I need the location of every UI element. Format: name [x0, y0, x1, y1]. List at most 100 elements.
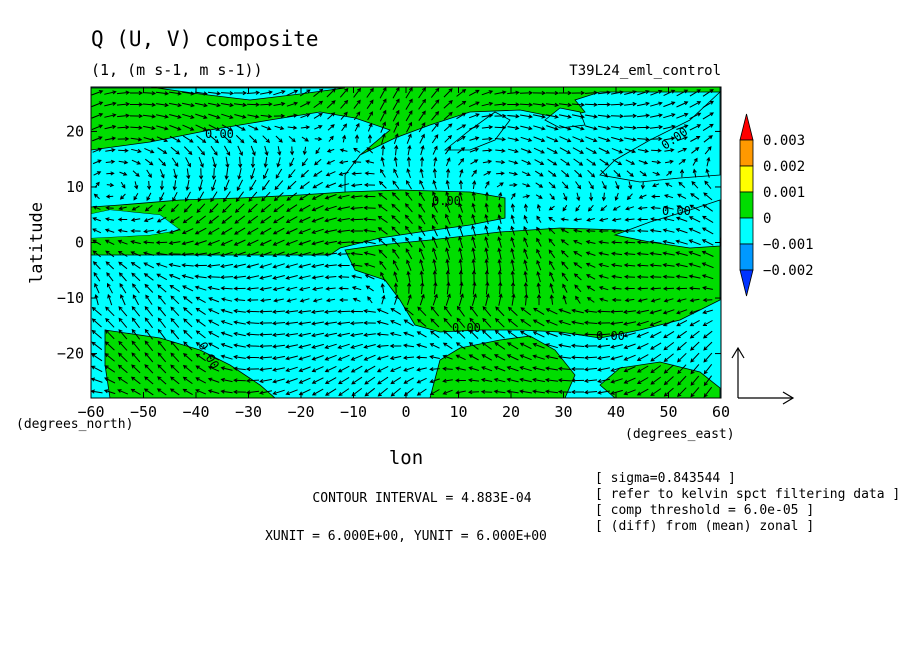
wind-arrow — [324, 240, 337, 246]
wind-arrow — [235, 135, 245, 144]
wind-arrow — [338, 376, 350, 385]
wind-arrow — [702, 320, 713, 326]
wind-arrow — [405, 98, 413, 110]
wind-arrow — [221, 113, 234, 119]
wind-arrow — [610, 344, 623, 349]
wind-arrow — [325, 182, 337, 188]
wind-arrow — [119, 193, 126, 200]
wind-arrow — [311, 275, 324, 280]
wind-arrow — [118, 261, 128, 270]
wind-arrow — [263, 168, 269, 180]
wind-arrow — [143, 262, 155, 269]
wind-arrow — [197, 145, 206, 156]
wind-arrow — [276, 157, 281, 168]
wind-arrow — [536, 226, 542, 235]
wind-arrow — [701, 262, 714, 269]
wind-arrow — [493, 377, 506, 383]
wind-arrow — [445, 247, 450, 260]
wind-arrow — [494, 102, 507, 107]
wind-arrow — [272, 286, 285, 292]
wind-arrow — [92, 217, 101, 222]
wind-arrow — [157, 364, 167, 374]
wind-arrow — [600, 205, 608, 212]
wind-arrow — [403, 331, 415, 337]
wind-arrow — [130, 90, 144, 96]
wind-arrow — [195, 353, 206, 362]
x-axis-units: (degrees_east) — [625, 427, 735, 442]
wind-arrow — [662, 286, 675, 291]
wind-arrow — [142, 91, 157, 96]
wind-arrow — [432, 191, 438, 202]
wind-arrow — [234, 90, 248, 96]
wind-arrow — [299, 89, 311, 97]
wind-arrow — [183, 203, 192, 213]
wind-arrow — [570, 355, 585, 360]
wind-arrow — [416, 377, 427, 384]
wind-arrow — [650, 298, 661, 303]
wind-arrow — [404, 225, 413, 236]
wind-arrow — [497, 214, 502, 225]
wind-arrow — [144, 147, 155, 154]
wind-arrow — [523, 282, 529, 294]
wind-arrow — [649, 320, 662, 327]
wind-arrow — [363, 205, 376, 211]
wind-arrow — [286, 101, 299, 107]
note-threshold: [ comp threshold = 6.0e-05 ] — [595, 503, 814, 518]
wind-arrow — [142, 251, 155, 256]
wind-arrow — [493, 366, 506, 372]
wind-arrow — [573, 251, 583, 257]
wind-arrow — [690, 364, 700, 375]
wind-arrow — [146, 180, 152, 191]
colorbar-bottom-arrow — [739, 269, 754, 297]
wind-arrow — [419, 179, 425, 190]
wind-arrow — [194, 274, 207, 279]
wind-arrow — [341, 123, 347, 132]
wind-arrow — [181, 228, 194, 235]
wind-arrow — [338, 388, 350, 397]
negative-region-right — [599, 91, 721, 183]
wind-arrow — [702, 297, 713, 303]
wind-arrow — [601, 181, 607, 190]
wind-arrow — [246, 239, 259, 246]
wind-arrow — [207, 308, 220, 315]
wind-arrow — [430, 87, 440, 98]
wind-arrow — [106, 171, 115, 176]
contour-label: 0.00 — [432, 194, 461, 208]
wind-arrow — [298, 344, 311, 349]
wind-arrow — [432, 168, 437, 178]
wind-arrow — [456, 100, 467, 108]
wind-arrow — [195, 307, 206, 316]
wind-arrow — [389, 331, 402, 337]
wind-arrow — [676, 330, 687, 339]
wind-arrow — [195, 296, 206, 304]
wind-arrow — [431, 236, 438, 249]
wind-arrow — [609, 321, 624, 326]
wind-arrow — [574, 169, 583, 178]
wind-arrow — [677, 147, 688, 153]
wind-arrow — [597, 114, 612, 119]
wind-arrow — [430, 99, 440, 110]
wind-arrow — [611, 240, 622, 245]
wind-arrow — [273, 113, 286, 119]
wind-arrow — [637, 206, 648, 211]
wind-arrow — [482, 159, 493, 164]
wind-arrow — [310, 309, 325, 314]
wind-arrow — [105, 148, 116, 153]
wind-arrow — [623, 332, 636, 338]
wind-arrow — [445, 213, 451, 225]
wind-arrow — [130, 228, 141, 234]
wind-arrow — [703, 192, 713, 201]
wind-arrow — [433, 156, 438, 167]
wind-arrow — [390, 376, 402, 385]
colorbar-label: −0.002 — [763, 263, 814, 279]
wind-arrow — [623, 321, 637, 326]
wind-arrow — [311, 263, 324, 269]
wind-arrow — [651, 160, 662, 165]
wind-arrow — [246, 90, 261, 95]
wind-arrow — [702, 100, 714, 109]
wind-arrow — [587, 204, 594, 212]
wind-arrow — [326, 148, 335, 153]
wind-arrow — [598, 274, 609, 279]
wind-arrow — [364, 262, 376, 268]
wind-arrow — [233, 102, 248, 107]
